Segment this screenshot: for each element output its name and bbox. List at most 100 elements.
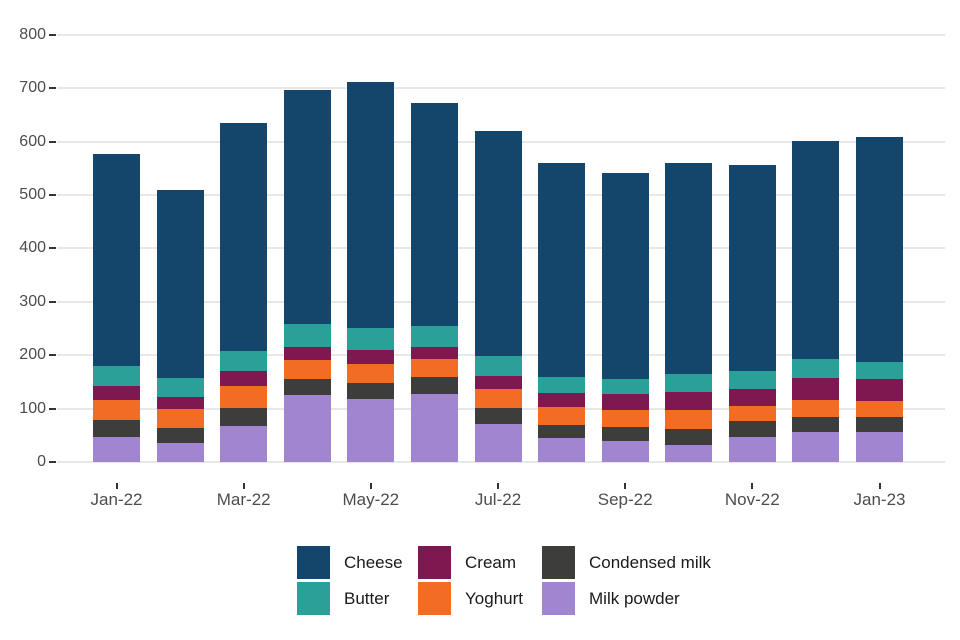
legend-swatch-condensed-milk bbox=[542, 546, 575, 579]
bar-segment-Jan-23-milk-powder bbox=[856, 431, 903, 462]
bar-Jul-22 bbox=[474, 131, 522, 462]
bar-segment-Jan-22-butter bbox=[93, 365, 140, 386]
bar-segment-Nov-22-milk-powder bbox=[728, 436, 776, 462]
bar-segment-Oct-22-yoghurt bbox=[665, 409, 713, 429]
legend-item-yoghurt: Yoghurt bbox=[418, 582, 523, 615]
y-axis-label-600: 600 bbox=[19, 132, 46, 150]
bar-segment-Nov-22-condensed-milk bbox=[728, 421, 776, 437]
bar-segment-Jul-22-cream bbox=[474, 375, 522, 389]
legend-swatch-cream bbox=[418, 546, 451, 579]
bar-segment-Mar-22-cheese bbox=[220, 122, 268, 351]
bar-segment-Sep-22-condensed-milk bbox=[601, 426, 649, 442]
y-axis-label-300: 300 bbox=[19, 292, 46, 310]
gridline-y-0 bbox=[57, 461, 945, 463]
x-axis-label-Jan-23: Jan-23 bbox=[853, 490, 906, 509]
bar-segment-Dec-22-milk-powder bbox=[792, 431, 840, 462]
bar-segment-Feb-22-condensed-milk bbox=[156, 427, 204, 444]
bar-segment-Aug-22-cheese bbox=[538, 163, 586, 378]
bar-Mar-22 bbox=[220, 122, 268, 462]
y-axis-tick-100 bbox=[49, 407, 56, 410]
y-axis-label-500: 500 bbox=[19, 186, 46, 203]
bar-segment-Feb-22-butter bbox=[156, 378, 204, 397]
x-axis-tick-Sep-22 bbox=[624, 483, 627, 489]
x-axis-tick-May-22 bbox=[369, 483, 372, 489]
x-axis-label-Nov-22: Nov-22 bbox=[724, 490, 780, 509]
gridline-y-700 bbox=[57, 87, 945, 90]
bar-segment-May-22-cream bbox=[347, 349, 395, 364]
bar-Jan-23 bbox=[856, 137, 903, 462]
legend-label-condensed-milk: Condensed milk bbox=[589, 553, 711, 572]
bar-segment-Dec-22-cream bbox=[792, 378, 840, 400]
y-axis-label-800: 800 bbox=[19, 25, 46, 43]
bar-segment-May-22-condensed-milk bbox=[347, 383, 395, 400]
bar-segment-Nov-22-butter bbox=[728, 370, 776, 389]
bar-Sep-22 bbox=[601, 172, 649, 462]
bar-segment-Feb-22-cream bbox=[156, 396, 204, 409]
bar-segment-Jun-22-condensed-milk bbox=[410, 377, 458, 394]
bar-segment-Jun-22-cheese bbox=[410, 102, 458, 327]
x-axis-tick-Jan-23 bbox=[878, 483, 881, 489]
bar-segment-Feb-22-cheese bbox=[156, 189, 204, 379]
bar-segment-May-22-cheese bbox=[347, 81, 395, 328]
bar-segment-Dec-22-cheese bbox=[792, 140, 840, 360]
bar-Oct-22 bbox=[665, 163, 713, 462]
x-axis-label-Jul-22: Jul-22 bbox=[474, 490, 522, 509]
bar-segment-Aug-22-cream bbox=[538, 392, 586, 408]
y-axis-label-400: 400 bbox=[19, 239, 46, 257]
legend-item-cheese: Cheese bbox=[297, 546, 403, 579]
bar-segment-Sep-22-cheese bbox=[601, 172, 649, 379]
bar-segment-Nov-22-cream bbox=[728, 388, 776, 407]
bar-segment-Jul-22-yoghurt bbox=[474, 388, 522, 409]
bar-segment-Apr-22-cream bbox=[283, 346, 331, 361]
bar-segment-Jan-23-cream bbox=[856, 378, 903, 401]
y-axis-tick-700 bbox=[49, 87, 56, 90]
y-axis-tick-0 bbox=[49, 461, 56, 463]
bar-segment-Sep-22-milk-powder bbox=[601, 441, 649, 462]
gridline-y-800 bbox=[57, 33, 945, 36]
y-axis-label-700: 700 bbox=[19, 79, 46, 97]
bar-segment-Sep-22-yoghurt bbox=[601, 409, 649, 427]
bar-segment-Sep-22-butter bbox=[601, 378, 649, 394]
legend-item-milk-powder: Milk powder bbox=[542, 582, 680, 615]
bar-segment-Jul-22-condensed-milk bbox=[474, 408, 522, 425]
legend-label-butter: Butter bbox=[344, 589, 390, 608]
bar-Jun-22 bbox=[410, 102, 458, 462]
bar-segment-Jan-22-cheese bbox=[93, 153, 140, 366]
bar-segment-Aug-22-yoghurt bbox=[538, 407, 586, 426]
y-axis-tick-400 bbox=[49, 247, 56, 250]
bar-segment-Jun-22-milk-powder bbox=[410, 393, 458, 462]
bar-segment-Jun-22-butter bbox=[410, 326, 458, 347]
bar-segment-Jul-22-milk-powder bbox=[474, 424, 522, 462]
bar-segment-Jun-22-yoghurt bbox=[410, 358, 458, 377]
bar-segment-Sep-22-cream bbox=[601, 393, 649, 410]
bar-segment-Oct-22-cheese bbox=[665, 163, 713, 374]
bar-segment-Dec-22-yoghurt bbox=[792, 399, 840, 417]
bar-Nov-22 bbox=[728, 164, 776, 462]
bar-segment-Apr-22-condensed-milk bbox=[283, 378, 331, 396]
bar-segment-Apr-22-yoghurt bbox=[283, 360, 331, 379]
bar-segment-Jun-22-cream bbox=[410, 346, 458, 359]
x-axis-label-Sep-22: Sep-22 bbox=[597, 490, 653, 509]
bar-segment-Oct-22-butter bbox=[665, 373, 713, 393]
legend-label-cheese: Cheese bbox=[344, 553, 403, 572]
bar-segment-Mar-22-cream bbox=[220, 371, 268, 387]
bar-segment-Jan-22-condensed-milk bbox=[93, 419, 140, 437]
x-axis-label-May-22: May-22 bbox=[342, 490, 400, 509]
bar-segment-May-22-milk-powder bbox=[347, 399, 395, 462]
bar-segment-May-22-butter bbox=[347, 327, 395, 350]
y-axis-label-0: 0 bbox=[37, 453, 46, 470]
y-axis-tick-500 bbox=[49, 194, 56, 196]
legend-label-cream: Cream bbox=[465, 553, 517, 572]
legend-item-butter: Butter bbox=[297, 582, 389, 615]
x-axis-tick-Mar-22 bbox=[242, 483, 245, 489]
y-axis-tick-800 bbox=[49, 33, 56, 36]
bar-segment-Dec-22-condensed-milk bbox=[792, 416, 840, 432]
bar-segment-Jan-23-condensed-milk bbox=[856, 417, 903, 432]
legend-swatch-cheese bbox=[297, 546, 330, 579]
bar-segment-Mar-22-milk-powder bbox=[220, 426, 268, 462]
legend-label-yoghurt: Yoghurt bbox=[465, 589, 523, 608]
bar-segment-Jan-22-cream bbox=[93, 385, 140, 400]
bar-segment-Mar-22-butter bbox=[220, 350, 268, 372]
bar-segment-Apr-22-butter bbox=[283, 324, 331, 347]
legend-swatch-butter bbox=[297, 582, 330, 615]
